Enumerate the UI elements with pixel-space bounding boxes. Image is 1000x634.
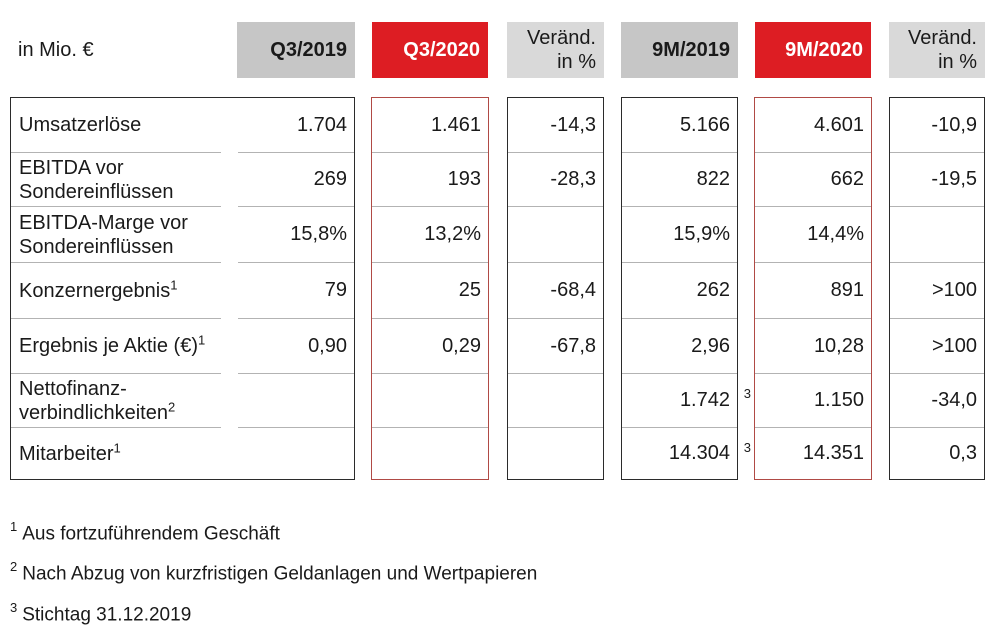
value-cell: 0,3: [949, 442, 977, 464]
value-cell: -19,5: [890, 153, 984, 207]
column-header-q3-2020: Q3/2020: [372, 22, 488, 78]
value-cell: 25: [372, 263, 488, 319]
value-cell: [508, 428, 603, 479]
value-cell: 193: [372, 153, 488, 207]
value-cell: -68,4: [508, 263, 603, 319]
value-cell: >100: [890, 319, 984, 374]
row-label: Umsatzerlöse: [11, 98, 221, 153]
value-cell: 5.166: [622, 98, 737, 153]
footnotes: 1 Aus fortzuführendem Geschäft 2 Nach Abzu…: [10, 516, 537, 634]
value-cell: -28,3: [508, 153, 603, 207]
row-label: Ergebnis je Aktie (€)1: [11, 319, 221, 374]
footnote-marker: 3: [743, 440, 751, 455]
change-q3-column-box: -14,3 -28,3 -68,4 -67,8: [507, 97, 604, 480]
value-cell: 2,96: [622, 319, 737, 374]
column-header-change-9m: Veränd. in %: [889, 22, 985, 78]
table-row: EBITDA-Marge vor Sondereinflüssen 15,8%: [11, 207, 354, 263]
column-header-9m-2020: 9M/2020: [755, 22, 871, 78]
value-cell: >100: [890, 263, 984, 319]
column-header-9m-2019: 9M/2019: [621, 22, 738, 78]
9m-2020-column-box: 4.601 662 14,4% 891 10,28 1.150 14.351: [754, 97, 872, 480]
unit-label: in Mio. €: [18, 38, 94, 61]
table-row: Konzernergebnis1 79: [11, 263, 354, 319]
labels-q3-2019-box: Umsatzerlöse 1.704 EBITDA vor Sondereinf…: [10, 97, 355, 480]
value-cell: 79: [238, 263, 354, 319]
column-header-q3-2019: Q3/2019: [237, 22, 355, 78]
value-cell: 0,90: [238, 319, 354, 374]
value-cell: 14.351: [802, 442, 864, 464]
table-row: Ergebnis je Aktie (€)1 0,90: [11, 319, 354, 374]
footnote-2: 2 Nach Abzug von kurzfristigen Geldanlage…: [10, 559, 538, 585]
value-cell: 262: [622, 263, 737, 319]
value-cell: 14.304 3: [668, 440, 751, 464]
value-cell: [238, 428, 354, 479]
value-cell: 269: [238, 153, 354, 207]
value-cell: 822: [622, 153, 737, 207]
value-cell: [372, 428, 488, 479]
value-cell: 1.704: [238, 98, 354, 153]
value-cell: -34,0: [890, 374, 984, 428]
row-label: Nettofinanz-verbindlichkeiten2: [11, 374, 221, 428]
value-cell: -10,9: [890, 98, 984, 153]
value-cell: 10,28: [755, 319, 871, 374]
row-label: EBITDA-Marge vor Sondereinflüssen: [11, 207, 221, 263]
table-row: Mitarbeiter1: [11, 428, 354, 479]
value-cell: 891: [755, 263, 871, 319]
value-cell: 662: [755, 153, 871, 207]
row-label: Mitarbeiter1: [19, 439, 121, 465]
value-cell: 4.601: [755, 98, 871, 153]
value-cell: 1.150: [755, 374, 871, 428]
column-header-change-q3: Veränd. in %: [507, 22, 604, 78]
footnote-1: 1 Aus fortzuführendem Geschäft: [10, 519, 280, 545]
value-cell: 15,9%: [622, 207, 737, 263]
value-cell: 0,29: [372, 319, 488, 374]
value-cell: 14,4%: [755, 207, 871, 263]
row-label: Konzernergebnis1: [11, 263, 221, 319]
value-cell: [508, 374, 603, 428]
value-cell: 1.461: [372, 98, 488, 153]
9m-2019-column-box: 5.166 822 15,9% 262 2,96 1.742 3 14.304 3: [621, 97, 751, 480]
table-row: Nettofinanz-verbindlichkeiten2: [11, 374, 354, 428]
value-cell: 13,2%: [372, 207, 488, 263]
change-9m-column-box: -10,9 -19,5 >100 >100 -34,0 0,3: [889, 97, 985, 480]
footnote-marker: 3: [743, 386, 751, 401]
value-cell: -14,3: [508, 98, 603, 153]
q3-2020-column-box: 1.461 193 13,2% 25 0,29: [371, 97, 489, 480]
table-row: EBITDA vor Sondereinflüssen 269: [11, 153, 354, 207]
value-cell: [238, 374, 354, 428]
value-cell: 15,8%: [238, 207, 354, 263]
row-label: EBITDA vor Sondereinflüssen: [11, 153, 221, 207]
value-cell: -67,8: [508, 319, 603, 374]
footnote-3: 3 Stichtag 31.12.2019: [10, 599, 192, 625]
table-row: Umsatzerlöse 1.704: [11, 98, 354, 153]
value-cell: [508, 207, 603, 263]
value-cell: [372, 374, 488, 428]
value-cell: 1.742 3: [622, 374, 751, 428]
value-cell: [890, 207, 984, 263]
